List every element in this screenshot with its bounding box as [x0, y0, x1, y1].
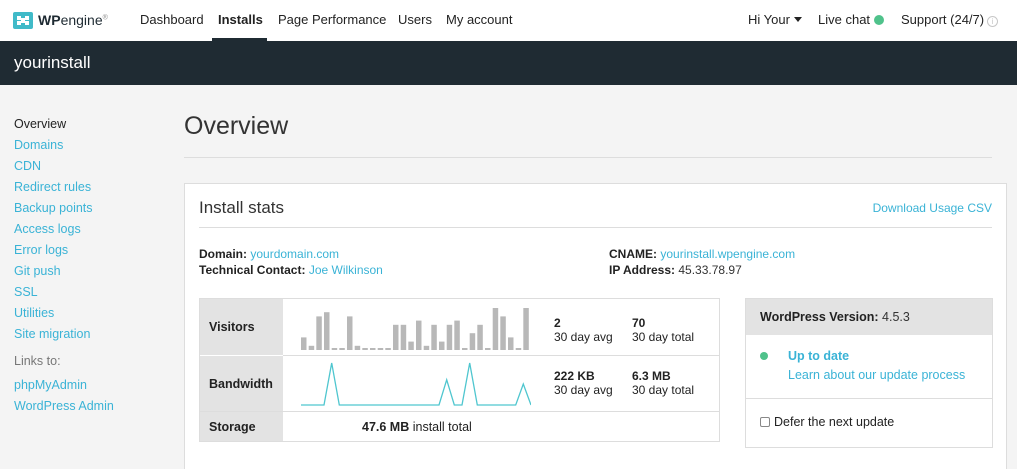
- sidebar-item-overview[interactable]: Overview: [14, 117, 67, 131]
- visitors-bar: [377, 348, 384, 350]
- bandwidth-total: 6.3 MB 30 day total: [632, 369, 695, 397]
- sidebar-item-error-logs[interactable]: Error logs: [14, 243, 69, 257]
- chevron-down-icon: [793, 17, 802, 22]
- logo-icon: [13, 11, 33, 29]
- visitors-label: Visitors: [200, 299, 283, 355]
- page-title: Overview: [184, 112, 289, 140]
- visitors-bar: [462, 348, 468, 350]
- active-nav-indicator: [212, 38, 267, 41]
- divider: [199, 227, 992, 228]
- online-status-icon: [874, 15, 885, 25]
- storage-value: 47.6 MB install total: [362, 420, 472, 434]
- status-ok-icon: [760, 352, 768, 360]
- visitors-bar: [400, 324, 407, 350]
- sidebar-link-wordpress-admin[interactable]: WordPress Admin: [14, 399, 114, 413]
- defer-update-checkbox[interactable]: [760, 417, 770, 427]
- bandwidth-line: [301, 362, 531, 406]
- support-link[interactable]: Support (24/7) i: [901, 12, 999, 27]
- visitors-bar: [393, 324, 399, 350]
- visitors-bar: [485, 348, 491, 350]
- sidebar-item-ssl[interactable]: SSL: [14, 285, 38, 299]
- top-navigation: WPengine® Dashboard Installs Page Perfor…: [0, 0, 1017, 41]
- ip-address-value: 45.33.78.97: [678, 263, 742, 277]
- sidebar-item-domains[interactable]: Domains: [14, 138, 64, 152]
- visitors-bar: [301, 337, 307, 350]
- bandwidth-avg: 222 KB 30 day avg: [554, 369, 613, 397]
- sidebar-item-cdn[interactable]: CDN: [14, 159, 42, 173]
- visitors-bar: [370, 348, 376, 350]
- visitors-bar: [431, 324, 437, 350]
- nav-page-performance[interactable]: Page Performance: [278, 12, 387, 27]
- divider: [200, 411, 719, 412]
- visitors-bar: [492, 308, 499, 350]
- nav-my-account[interactable]: My account: [446, 12, 513, 27]
- visitors-bar: [500, 316, 506, 350]
- divider: [184, 157, 992, 158]
- storage-row: Storage 47.6 MB install total: [200, 412, 719, 441]
- visitors-bar: [308, 345, 315, 350]
- defer-update-option[interactable]: Defer the next update: [760, 415, 894, 429]
- visitors-bar: [324, 312, 330, 350]
- bandwidth-label: Bandwidth: [200, 356, 283, 411]
- sidebar-item-site-migration[interactable]: Site migration: [14, 327, 91, 341]
- cname-link[interactable]: yourinstall.wpengine.com: [660, 247, 796, 261]
- nav-users[interactable]: Users: [398, 12, 432, 27]
- visitors-bar: [316, 316, 322, 350]
- sidebar-link-phpmyadmin[interactable]: phpMyAdmin: [14, 378, 87, 392]
- technical-contact-link[interactable]: Joe Wilkinson: [308, 263, 383, 277]
- wordpress-version-box: WordPress Version: 4.5.3 Up to date Lear…: [745, 298, 993, 448]
- sidebar-item-backup-points[interactable]: Backup points: [14, 201, 93, 215]
- update-status: Up to date: [788, 349, 850, 363]
- download-usage-csv-link[interactable]: Download Usage CSV: [872, 201, 992, 215]
- storage-label: Storage: [200, 412, 283, 441]
- learn-update-process-link[interactable]: Learn about our update process: [788, 368, 966, 382]
- sidebar-item-git-push[interactable]: Git push: [14, 264, 61, 278]
- divider: [283, 355, 719, 356]
- install-stats-card: Install stats Download Usage CSV Domain:…: [184, 183, 1007, 469]
- links-heading: Links to:: [14, 354, 61, 368]
- visitors-total: 70 30 day total: [632, 316, 695, 344]
- install-header: yourinstall: [0, 41, 1017, 85]
- divider: [746, 398, 992, 399]
- visitors-avg: 2 30 day avg: [554, 316, 613, 344]
- info-icon: i: [987, 16, 999, 27]
- visitors-bar: [523, 308, 529, 350]
- domain-link[interactable]: yourdomain.com: [250, 247, 340, 261]
- card-title: Install stats: [199, 198, 285, 217]
- sidebar-item-redirect-rules[interactable]: Redirect rules: [14, 180, 92, 194]
- visitors-bar: [339, 348, 345, 350]
- visitors-bar: [354, 345, 361, 350]
- visitors-bar: [469, 333, 476, 350]
- visitors-bar: [477, 324, 483, 350]
- nav-installs[interactable]: Installs: [218, 12, 263, 27]
- visitors-row: Visitors 2 30 day avg 70 30 day total: [200, 299, 719, 355]
- visitors-bar: [515, 348, 522, 350]
- visitors-bar: [508, 337, 514, 350]
- visitors-bar: [408, 341, 414, 350]
- visitors-bar: [423, 345, 430, 350]
- install-meta-left: Domain: yourdomain.com Technical Contact…: [199, 247, 383, 277]
- nav-dashboard[interactable]: Dashboard: [140, 12, 204, 27]
- visitors-bar: [331, 348, 338, 350]
- bandwidth-sparkline: [301, 362, 531, 406]
- visitors-bar: [347, 316, 353, 350]
- visitors-bar: [416, 320, 422, 350]
- sidebar: Overview Domains CDN Redirect rules Back…: [14, 114, 164, 417]
- visitors-bar: [439, 341, 445, 350]
- user-menu[interactable]: Hi Your: [748, 12, 802, 27]
- install-name: yourinstall: [14, 53, 91, 72]
- usage-stats-table: Visitors 2 30 day avg 70 30 day total Band…: [199, 298, 720, 442]
- visitors-bar: [454, 320, 460, 350]
- bandwidth-row: Bandwidth 222 KB 30 day avg 6.3 MB 30 day …: [200, 356, 719, 411]
- visitors-sparkline: [301, 308, 529, 350]
- sidebar-item-utilities[interactable]: Utilities: [14, 306, 55, 320]
- sidebar-item-access-logs[interactable]: Access logs: [14, 222, 81, 236]
- visitors-bar: [362, 348, 368, 350]
- wordpress-version: WordPress Version: 4.5.3: [746, 299, 992, 335]
- install-meta-right: CNAME: yourinstall.wpengine.com IP Addre…: [609, 247, 796, 277]
- wpengine-logo[interactable]: WPengine®: [13, 10, 108, 30]
- visitors-bar: [385, 348, 391, 350]
- live-chat-link[interactable]: Live chat: [818, 12, 885, 27]
- visitors-bar: [446, 324, 453, 350]
